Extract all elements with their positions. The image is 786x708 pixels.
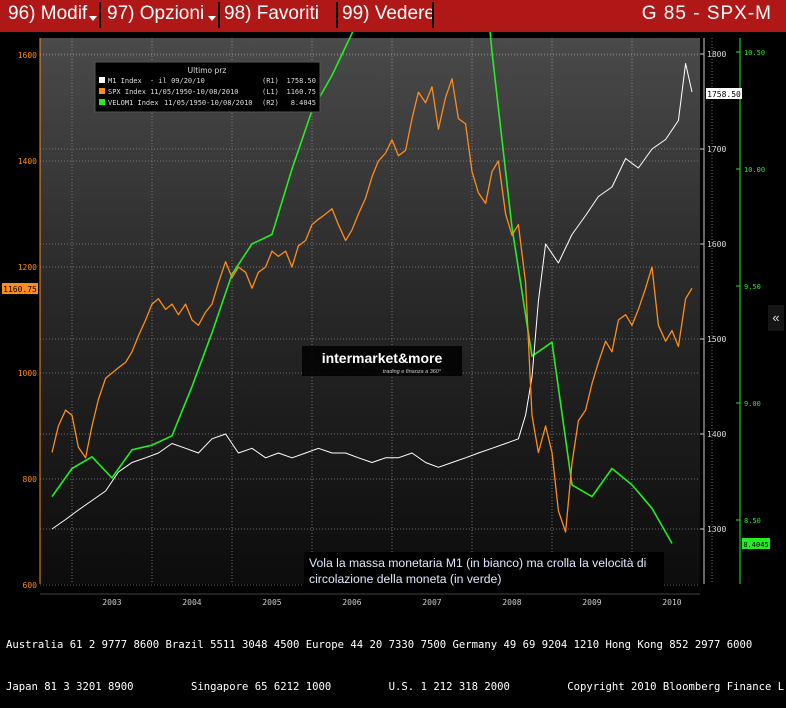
watermark-brand: intermarket&more — [322, 350, 443, 366]
x-tick-label: 2004 — [182, 598, 201, 607]
series-m1 — [51, 63, 693, 530]
left-tick-label: 600 — [23, 581, 38, 590]
annotation: Vola la massa monetaria M1 (in bianco) m… — [304, 552, 664, 588]
menu-divider — [218, 2, 220, 28]
menu-opzioni[interactable]: 97) Opzioni — [107, 3, 205, 24]
legend-spx-name: SPX Index — [108, 88, 146, 96]
watermark-tagline: trading e finanza a 360° — [383, 369, 442, 375]
series-layer — [51, 32, 693, 544]
x-tick-label: 2007 — [422, 598, 441, 607]
menu-favoriti[interactable]: 98) Favoriti — [224, 3, 320, 24]
footer: Australia 61 2 9777 8600 Brazil 5511 304… — [0, 610, 786, 693]
chevron-down-icon — [208, 16, 216, 21]
left-tick-label: 1200 — [18, 263, 37, 272]
annotation-line-2: circolazione della moneta (in verde) — [309, 572, 501, 586]
tag-spx-value: 1160.75 — [3, 285, 37, 294]
last-value-tags: 1160.75 1758.50 8.4045 — [2, 88, 770, 549]
right2-tick-label: 8.50 — [744, 517, 761, 525]
left-tick-label: 1000 — [18, 369, 37, 378]
footer-line-2: Japan 81 3 3201 8900 Singapore 65 6212 1… — [6, 681, 786, 693]
right-axis-velocity: 8.50 9.00 9.50 10.00 10.50 — [736, 38, 765, 584]
menu-vedere[interactable]: 99) Vedere — [342, 3, 435, 24]
legend: Ultimo prz M1 Index - il 09/20/10 (R1) 1… — [94, 61, 321, 113]
x-axis: 2003 2004 2005 2006 2007 2008 2009 2010 — [40, 593, 700, 607]
title-bar: 96) Modif 97) Opzioni 98) Favoriti 99) V… — [0, 0, 786, 32]
tag-m1-value: 1758.50 — [707, 90, 741, 99]
right1-tick-label: 1700 — [707, 145, 726, 154]
series-spx — [51, 78, 693, 533]
annotation-box — [304, 552, 664, 588]
legend-header: Ultimo prz — [188, 66, 227, 75]
screen-title: G 85 - SPX-M — [641, 3, 772, 24]
legend-velom1-axis: (R2) — [262, 99, 279, 107]
watermark: intermarket&more trading e finanza a 360… — [302, 346, 462, 376]
x-tick-label: 2010 — [662, 598, 681, 607]
collapse-panel-button[interactable]: « — [768, 305, 784, 331]
x-tick-label: 2008 — [502, 598, 521, 607]
annotation-line-1: Vola la massa monetaria M1 (in bianco) m… — [309, 556, 646, 570]
legend-velom1-period: 11/05/1950-10/08/2010 — [164, 99, 253, 107]
menu-modif[interactable]: 96) Modif — [8, 3, 88, 24]
legend-swatch-velom1 — [99, 99, 105, 105]
x-tick-label: 2003 — [102, 598, 121, 607]
right1-tick-label: 1600 — [707, 240, 726, 249]
legend-spx-axis: (L1) — [262, 88, 279, 96]
menu-divider — [432, 2, 434, 28]
right2-tick-label: 10.50 — [744, 49, 765, 57]
right1-tick-label: 1300 — [707, 525, 726, 534]
legend-swatch-m1 — [99, 77, 105, 83]
legend-m1-value: 1758.50 — [286, 77, 316, 85]
legend-box — [94, 61, 321, 113]
left-tick-label: 800 — [23, 475, 38, 484]
series-velom1 — [51, 32, 673, 544]
right2-tick-label: 9.00 — [744, 400, 761, 408]
right1-tick-label: 1500 — [707, 335, 726, 344]
left-axis: 600 800 1000 1200 1400 1600 — [18, 38, 41, 590]
legend-m1-name: M1 Index — [108, 77, 142, 85]
legend-swatch-spx — [99, 88, 105, 94]
right2-tick-label: 10.00 — [744, 166, 765, 174]
right2-tick-label: 9.50 — [744, 283, 761, 291]
legend-m1-axis: (R1) — [262, 77, 279, 85]
tag-spx-box — [2, 283, 38, 294]
legend-velom1-name: VELOM1 Index — [108, 99, 159, 107]
x-tick-label: 2005 — [262, 598, 281, 607]
chevron-down-icon — [89, 16, 97, 21]
plot-background — [40, 38, 700, 584]
right1-tick-label: 1800 — [707, 50, 726, 59]
right-axis-m1: 1300 1400 1500 1600 1700 1800 — [700, 38, 726, 584]
tag-velom1-box — [742, 538, 770, 549]
legend-spx-period: 11/05/1950-10/08/2010 — [150, 88, 239, 96]
tag-m1-box — [706, 88, 742, 99]
left-tick-label: 1400 — [18, 157, 37, 166]
menu-divider — [99, 2, 101, 28]
tag-velom1-value: 8.4045 — [743, 541, 768, 549]
right1-tick-label: 1400 — [707, 430, 726, 439]
legend-velom1-value: 8.4045 — [291, 99, 316, 107]
legend-spx-value: 1160.75 — [286, 88, 316, 96]
x-tick-label: 2009 — [582, 598, 601, 607]
footer-line-1: Australia 61 2 9777 8600 Brazil 5511 304… — [6, 639, 753, 651]
left-tick-label: 1600 — [18, 51, 37, 60]
x-tick-label: 2006 — [342, 598, 361, 607]
watermark-box — [302, 346, 462, 376]
menu-divider — [336, 2, 338, 28]
legend-m1-period: - il 09/20/10 — [150, 77, 205, 85]
